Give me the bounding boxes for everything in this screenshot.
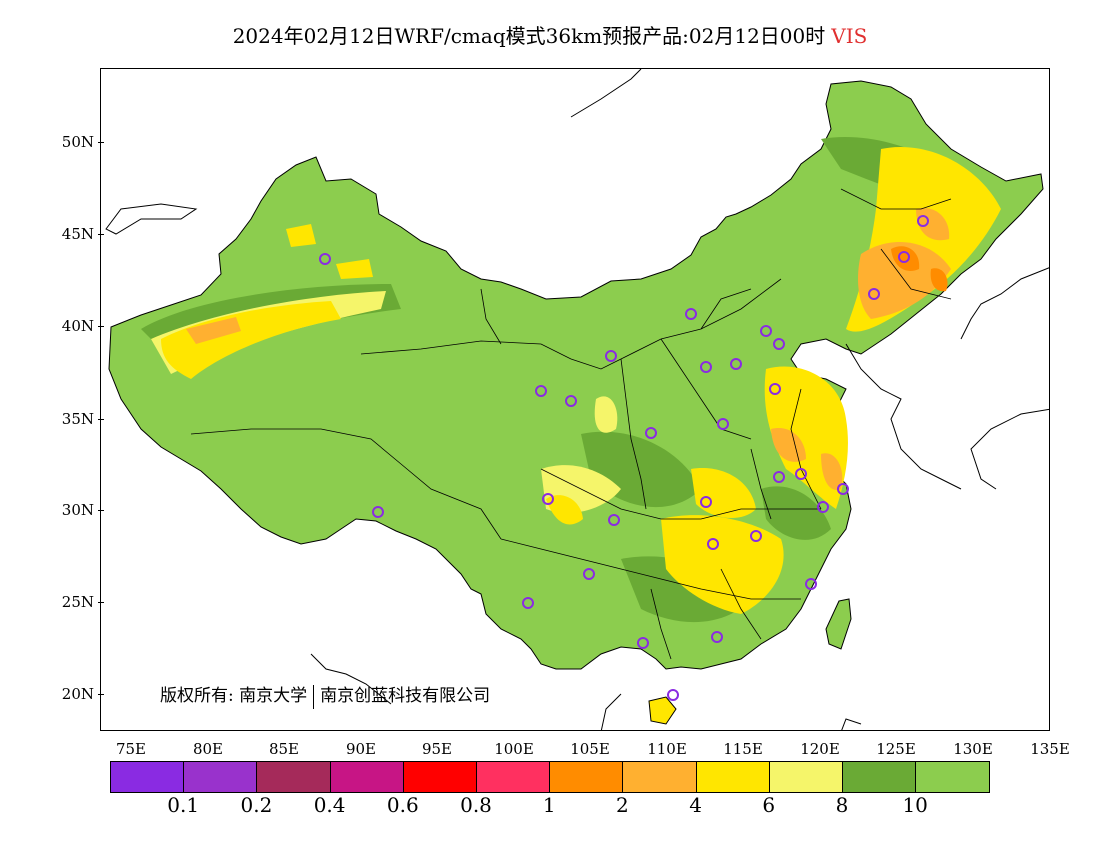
colorbar-swatch	[550, 762, 624, 792]
colorbar-label: 10	[902, 793, 928, 817]
x-tick-label: 95E	[421, 740, 453, 758]
colorbar-swatch	[769, 762, 843, 792]
colorbar-label: 0.4	[313, 793, 346, 817]
colorbar-swatch	[623, 762, 697, 792]
x-tick-label: 110E	[647, 740, 687, 758]
colorbar-swatch	[403, 762, 477, 792]
copyright-notice: 版权所有: 南京大学 南京创蓝科技有限公司	[160, 681, 490, 709]
station-markers	[319, 215, 929, 701]
colorbar-swatch	[916, 762, 990, 792]
x-tick-label: 100E	[494, 740, 534, 758]
title-main: 2024年02月12日WRF/cmaq模式36km预报产品:02月12日00时	[232, 24, 826, 48]
taiwan-island	[825, 598, 852, 650]
colorbar-label: 1	[542, 793, 556, 817]
hainan-island	[648, 696, 677, 725]
map-frame	[100, 68, 1050, 731]
colorbar-swatch	[476, 762, 551, 792]
x-tick-label: 75E	[115, 740, 147, 758]
colorbar-swatch	[257, 762, 331, 792]
vis-class-1-2	[891, 246, 948, 292]
colorbar-swatch	[111, 762, 185, 792]
colorbar	[110, 761, 991, 793]
colorbar-label: 0.8	[460, 793, 492, 817]
colorbar-swatch	[842, 762, 917, 792]
y-tick-label: 40N	[46, 317, 104, 335]
x-tick-label: 105E	[570, 740, 610, 758]
x-tick-label: 90E	[345, 740, 377, 758]
x-tick-label: 125E	[876, 740, 916, 758]
y-tick-label: 20N	[46, 685, 104, 703]
colorbar-label: 4	[689, 793, 702, 817]
y-tick-label: 50N	[46, 133, 104, 151]
copyright-org-nju: 南京大学	[239, 686, 308, 706]
y-tick-label: 35N	[46, 410, 104, 428]
x-tick-label: 130E	[953, 740, 993, 758]
colorbar-label: 0.1	[167, 793, 200, 817]
y-tick-label: 45N	[46, 225, 104, 243]
coastlines	[105, 69, 1049, 730]
colorbar-label: 6	[762, 793, 776, 817]
map-title: 2024年02月12日WRF/cmaq模式36km预报产品:02月12日00时 V…	[0, 20, 1100, 49]
x-tick-label: 135E	[1030, 740, 1070, 758]
colorbar-swatch	[184, 762, 258, 792]
y-tick-label: 25N	[46, 593, 104, 611]
x-tick-label: 115E	[723, 740, 763, 758]
x-tick-label: 85E	[268, 740, 300, 758]
y-tick-label: 30N	[46, 501, 104, 519]
x-tick-label: 80E	[192, 740, 224, 758]
title-variable: VIS	[831, 24, 868, 48]
colorbar-label: 0.2	[240, 793, 273, 817]
province-boundaries	[190, 188, 952, 660]
visibility-map	[105, 69, 1049, 730]
copyright-separator	[313, 684, 315, 709]
colorbar-label: 8	[835, 793, 849, 817]
colorbar-swatch	[330, 762, 404, 792]
colorbar-swatch	[696, 762, 770, 792]
colorbar-label: 2	[616, 793, 629, 817]
copyright-prefix: 版权所有:	[160, 686, 234, 706]
copyright-org-chuanglan: 南京创蓝科技有限公司	[320, 686, 491, 706]
x-tick-label: 120E	[800, 740, 840, 758]
colorbar-label: 0.6	[386, 793, 419, 817]
